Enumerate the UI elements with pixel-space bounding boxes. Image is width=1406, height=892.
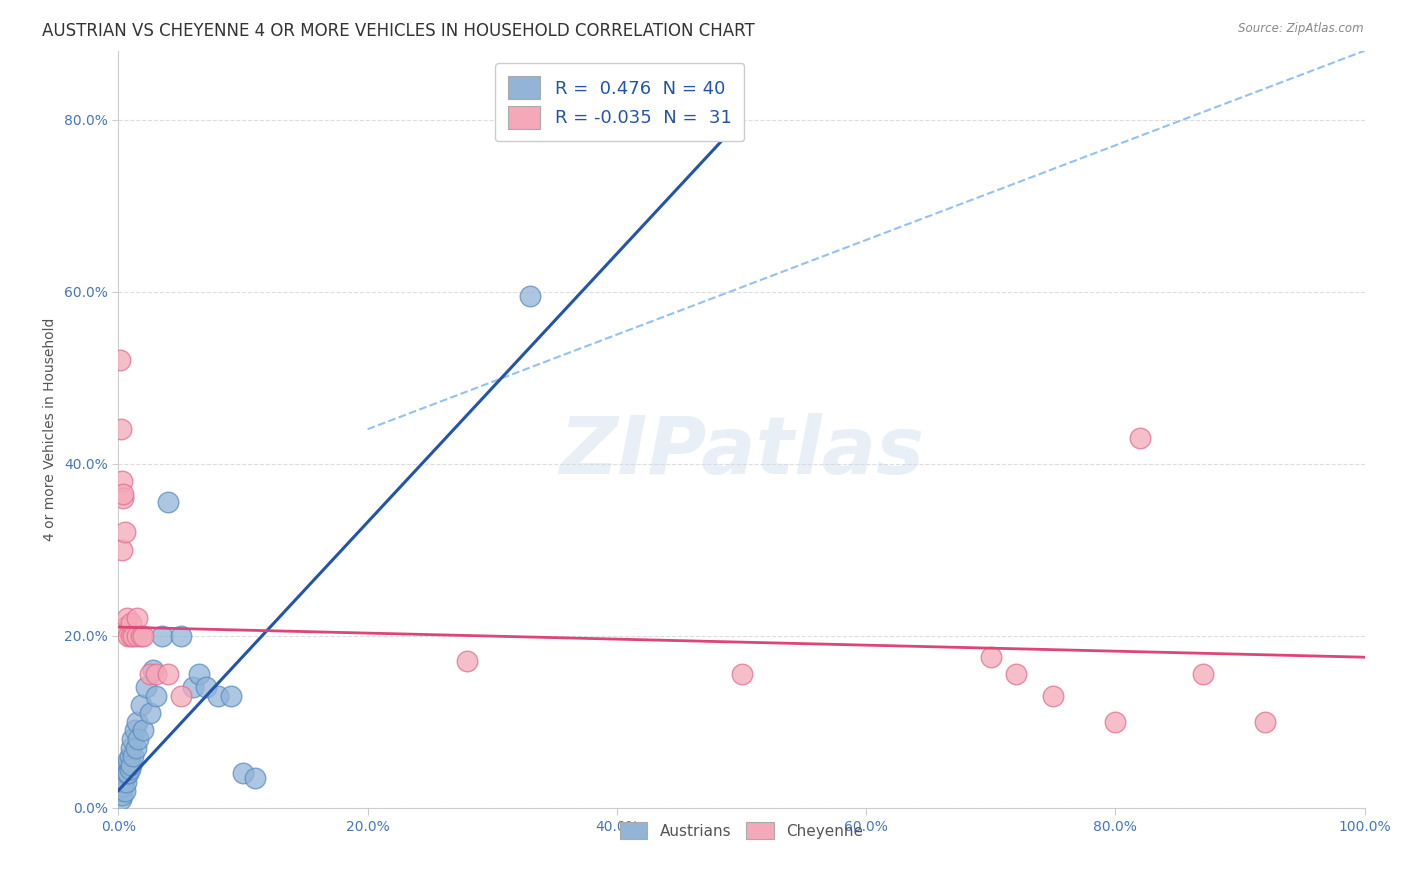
Point (112, 779, 135, 793)
Point (114, 783, 136, 797)
Point (1104, 714, 1126, 729)
Y-axis label: 4 or more Vehicles in Household: 4 or more Vehicles in Household (44, 318, 58, 541)
Point (150, 629, 173, 643)
Point (114, 771, 136, 785)
Point (111, 542, 134, 557)
Text: ZIPatlas: ZIPatlas (560, 413, 924, 491)
Point (117, 629, 139, 643)
Point (1191, 667, 1213, 681)
Point (120, 757, 142, 772)
Point (118, 762, 141, 776)
Point (111, 474, 134, 488)
Point (117, 754, 139, 768)
Point (112, 487, 135, 501)
Point (114, 775, 136, 789)
Point (245, 771, 267, 785)
Point (120, 615, 142, 630)
Point (194, 681, 217, 695)
Point (115, 757, 138, 772)
Point (142, 663, 165, 677)
Point (138, 667, 160, 681)
Point (129, 629, 152, 643)
Point (122, 749, 145, 764)
Point (117, 766, 139, 780)
Point (112, 775, 135, 789)
Point (122, 629, 145, 643)
Point (157, 495, 180, 509)
Point (145, 689, 167, 703)
Point (219, 689, 242, 703)
Point (132, 629, 155, 643)
Point (181, 681, 204, 695)
Point (188, 667, 211, 681)
Point (125, 611, 148, 625)
Point (157, 667, 180, 681)
Point (138, 706, 160, 720)
Point (111, 788, 134, 802)
Point (114, 525, 136, 540)
Point (135, 681, 157, 695)
Point (125, 629, 148, 643)
Point (129, 698, 152, 712)
Point (110, 792, 132, 806)
Text: AUSTRIAN VS CHEYENNE 4 OR MORE VEHICLES IN HOUSEHOLD CORRELATION CHART: AUSTRIAN VS CHEYENNE 4 OR MORE VEHICLES … (42, 22, 755, 40)
Point (112, 491, 135, 505)
Point (118, 749, 141, 764)
Point (519, 289, 541, 303)
Point (1004, 667, 1026, 681)
Point (108, 353, 131, 368)
Point (170, 629, 193, 643)
Point (125, 714, 148, 729)
Point (120, 629, 142, 643)
Point (114, 620, 136, 634)
Point (207, 689, 229, 703)
Text: Source: ZipAtlas.com: Source: ZipAtlas.com (1239, 22, 1364, 36)
Point (120, 740, 142, 755)
Point (111, 783, 134, 797)
Point (730, 667, 752, 681)
Point (980, 650, 1002, 665)
Point (145, 667, 167, 681)
Point (121, 731, 143, 746)
Point (115, 766, 138, 780)
Legend: Austrians, Cheyenne: Austrians, Cheyenne (614, 815, 869, 846)
Point (1254, 714, 1277, 729)
Point (114, 766, 136, 780)
Point (110, 422, 132, 436)
Point (132, 723, 155, 738)
Point (115, 611, 138, 625)
Point (232, 766, 254, 780)
Point (114, 620, 136, 634)
Point (125, 740, 148, 755)
Point (170, 689, 193, 703)
Point (1129, 431, 1152, 445)
Point (124, 723, 146, 738)
Point (1042, 689, 1064, 703)
Point (456, 655, 478, 669)
Point (127, 731, 149, 746)
